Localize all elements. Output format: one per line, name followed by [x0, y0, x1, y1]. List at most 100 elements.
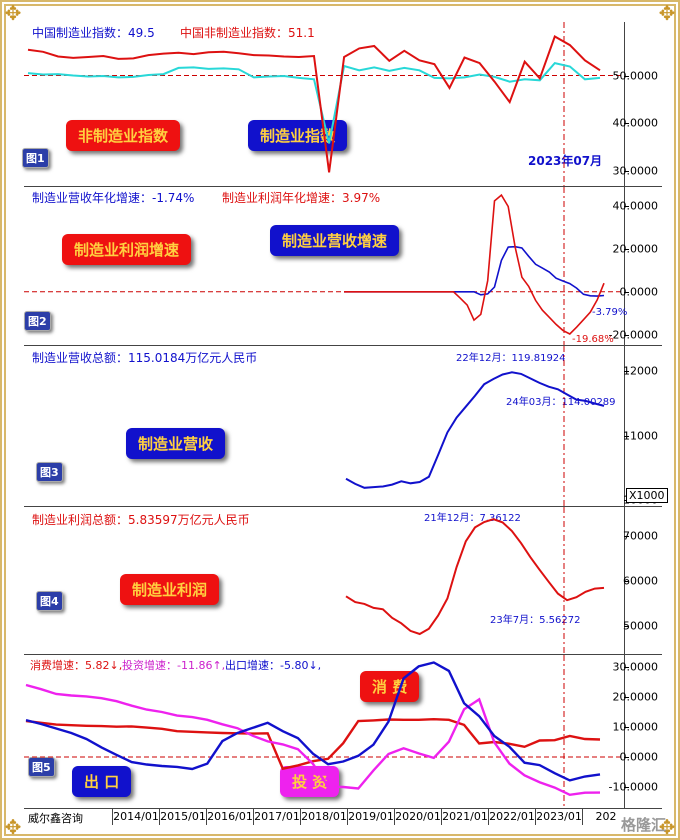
y-tick-mark	[624, 123, 629, 124]
y-tick-label: 50000	[623, 619, 658, 632]
y-tick-mark	[624, 248, 629, 250]
chart3-plot	[345, 346, 605, 506]
y-tick-mark	[624, 580, 629, 582]
chart3-y-axis: 120001100010000	[623, 346, 662, 507]
series-line-2	[25, 661, 601, 782]
x-tick-mark	[347, 809, 348, 825]
badge-nonmanufacturing-index: 非制造业指数	[66, 120, 181, 151]
x-tick-label: 2022/01	[489, 810, 535, 823]
series-line-0	[345, 371, 605, 489]
badge-profit-growth: 制造业利润增速	[62, 234, 192, 265]
y-tick-label: 40.0000	[612, 116, 659, 130]
y-tick-label: 11000	[623, 429, 658, 443]
series-line-0	[27, 61, 601, 144]
x-tick-mark	[582, 809, 583, 825]
y-tick-mark	[624, 205, 629, 207]
y-tick-mark	[624, 291, 629, 293]
chart4-y-axis: 70000 60000 50000	[623, 507, 662, 654]
fig4-label: 图4	[36, 591, 63, 611]
y-tick-label: 30.0000	[612, 660, 659, 674]
y-tick-mark	[624, 334, 629, 336]
y-tick-label: 60000	[623, 574, 658, 587]
y-tick-label: 50.0000	[612, 69, 659, 82]
x-tick-label: 2017/01	[254, 810, 300, 823]
y-tick-mark	[624, 170, 629, 172]
x-tick-label: 2021/01	[442, 810, 488, 823]
chart4-plot	[345, 507, 605, 654]
badge-revenue-growth: 制造业营收增速	[270, 225, 400, 256]
fig3-label: 图3	[36, 462, 63, 482]
y-tick-mark	[624, 697, 629, 698]
chart1-plot	[24, 22, 624, 186]
y-tick-mark	[624, 625, 629, 627]
y-tick-label: 12000	[623, 364, 658, 378]
panel5-header-export: 出口增速：-5.80↓,	[225, 659, 322, 672]
x-tick-label: 2014/01	[113, 810, 159, 823]
x-tick-label: 202	[595, 810, 617, 823]
x-tick-mark	[112, 809, 113, 825]
y-tick-mark	[624, 787, 629, 788]
panel1-header-nonmanufacturing: 中国非制造业指数：51.1	[180, 26, 315, 40]
badge-profit: 制造业利润	[120, 574, 220, 605]
source-label: 威尔鑫咨询	[28, 812, 83, 825]
y-tick-label: -20.0000	[608, 328, 658, 342]
x-axis: 威尔鑫咨询 2014/01 2015/01 2016/01 2017/01 2018/0…	[24, 808, 662, 827]
corner-ornament-icon: ✥	[4, 1, 22, 25]
chart1-y-axis: 50.0000 40.0000 30.0000	[613, 22, 662, 186]
series-line-0	[344, 245, 605, 297]
y-tick-label: -10.0000	[608, 780, 658, 794]
panel3-header: 制造业营收总额：115.0184万亿元人民币	[32, 351, 258, 365]
y-tick-label: 10.0000	[612, 720, 659, 734]
panel1-date-label: 2023年07月	[528, 154, 603, 168]
y-tick-label: 0.0000	[619, 750, 659, 764]
x-tick-label: 2015/01	[160, 810, 206, 823]
chart5-plot	[24, 655, 624, 808]
badge-revenue: 制造业营收	[126, 428, 226, 459]
y-tick-label: 70000	[623, 529, 658, 542]
panel1-header-manufacturing: 中国制造业指数：49.5	[32, 26, 155, 40]
fig1-label: 图1	[22, 148, 49, 168]
x-tick-mark	[206, 809, 207, 825]
fig2-label: 图2	[24, 311, 51, 331]
x-tick-mark	[488, 809, 489, 825]
x-tick-label: 2023/01	[536, 810, 582, 823]
series-line-1	[344, 193, 605, 335]
badge-investment: 投 资	[280, 766, 340, 797]
x-tick-mark	[394, 809, 395, 825]
y-tick-label: 0.0000	[619, 285, 659, 299]
x-tick-label: 2016/01	[207, 810, 253, 823]
panel-separator	[24, 345, 662, 346]
y-tick-mark	[624, 371, 629, 373]
corner-ornament-icon: ✥	[658, 1, 676, 25]
chart2-plot	[24, 187, 624, 345]
y-tick-label: 20.0000	[612, 690, 659, 704]
y-tick-label: 40.0000	[612, 199, 659, 213]
y-tick-mark	[624, 667, 629, 668]
y-tick-mark	[624, 75, 629, 77]
y-tick-mark	[624, 727, 629, 728]
corner-ornament-icon: ✥	[4, 815, 22, 839]
y-tick-label: 30.0000	[612, 164, 659, 177]
y-axis-line	[624, 22, 625, 808]
x-tick-mark	[535, 809, 536, 825]
badge-manufacturing-index: 制造业指数	[248, 120, 348, 151]
panel2-annotation-profit: -19.68%	[572, 334, 614, 345]
panel4-header: 制造业利润总额：5.83597万亿元人民币	[32, 513, 250, 527]
x-tick-mark	[441, 809, 442, 825]
x-tick-mark	[253, 809, 254, 825]
panel-separator	[24, 506, 662, 507]
chart2-y-axis: 40.0000 20.0000 0.0000 -20.0000	[609, 187, 662, 345]
panel4-annotation-peak: 21年12月：7.36122	[424, 513, 521, 524]
chart5-y-axis: 30.0000 20.0000 10.0000 0.0000 -10.0000	[609, 655, 662, 808]
panel3-unit-label: X1000	[626, 488, 668, 503]
panel2-annotation-revenue: -3.79%	[592, 307, 628, 318]
badge-export: 出 口	[72, 766, 132, 797]
corner-ornament-icon: ✥	[658, 815, 676, 839]
y-tick-label: 20.0000	[612, 242, 659, 256]
panel2-header-profit: 制造业利润年化增速：3.97%	[222, 191, 381, 205]
panel-separator	[24, 186, 662, 187]
panel3-annotation-last: 24年03月：114.00289	[506, 397, 616, 408]
watermark-logo: 格隆汇	[620, 816, 666, 834]
series-line-1	[25, 683, 601, 797]
